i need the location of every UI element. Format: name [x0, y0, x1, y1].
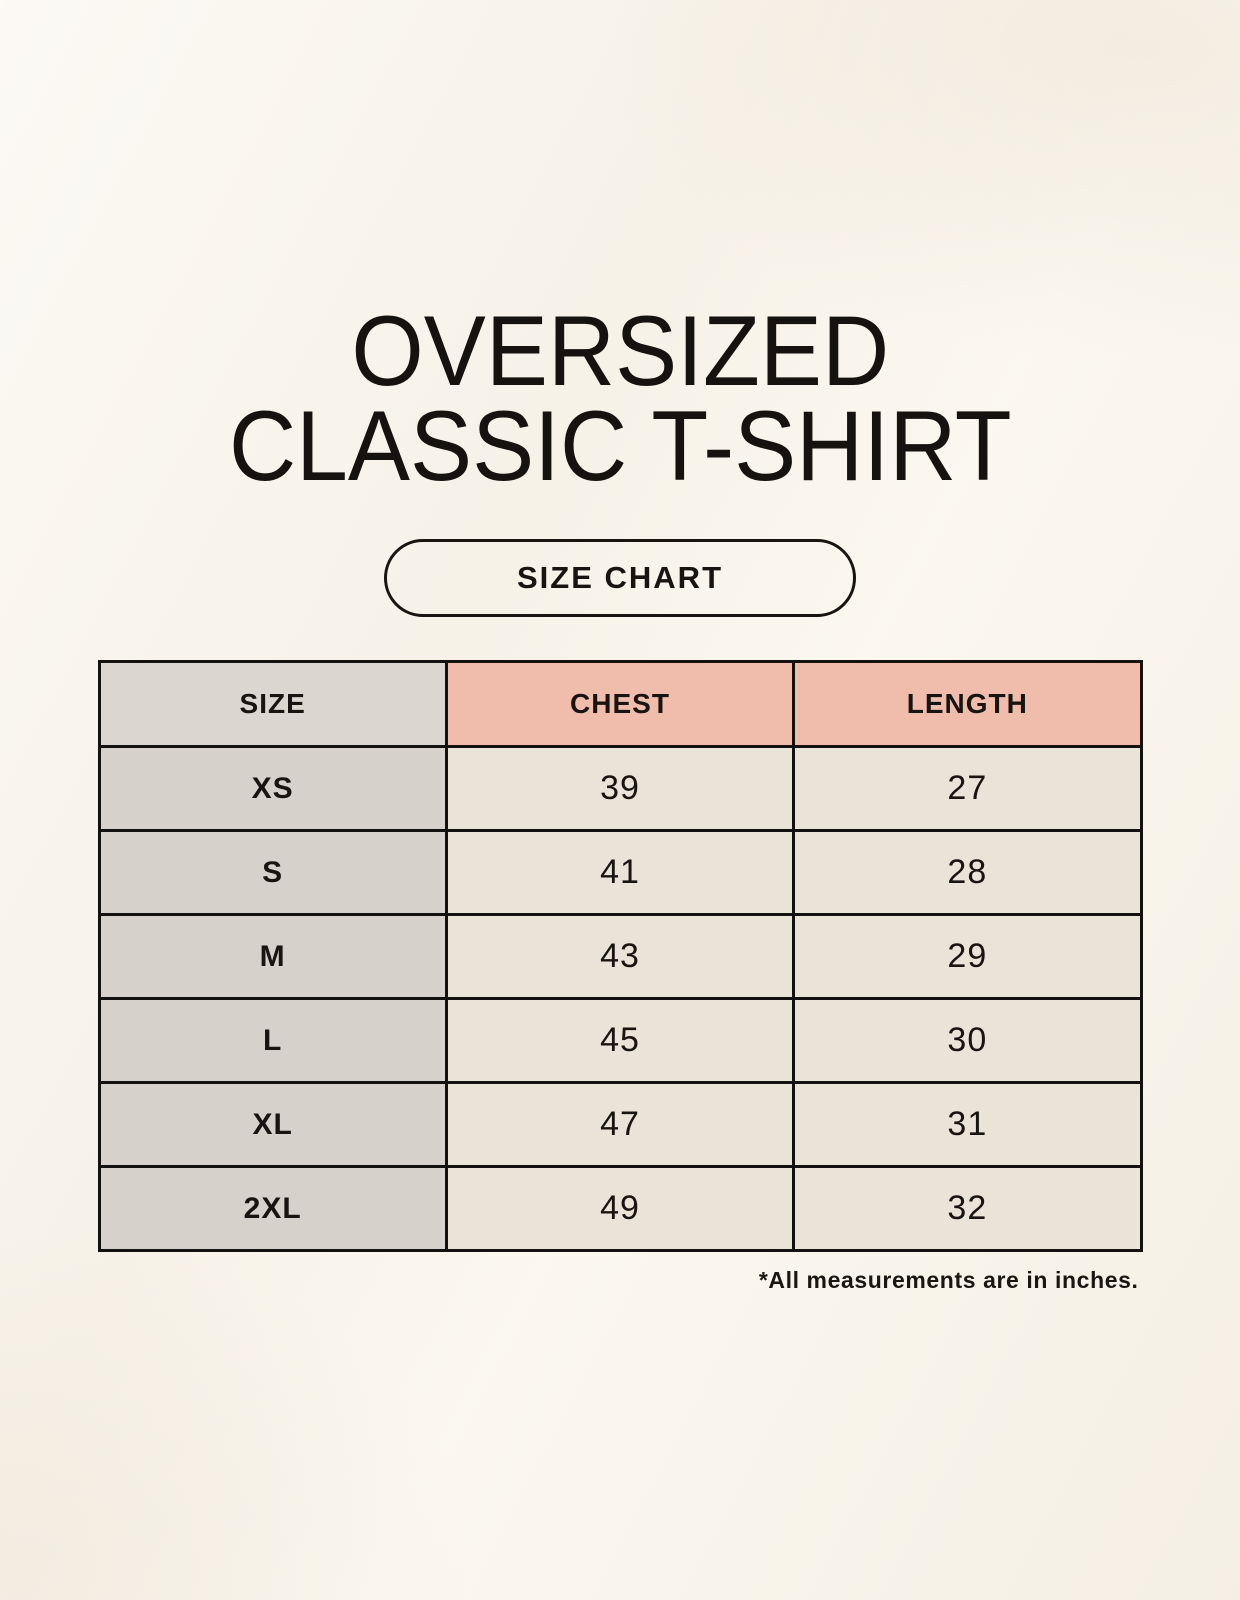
product-title-line2: CLASSIC T-SHIRT: [228, 390, 1012, 502]
column-header-length: LENGTH: [792, 660, 1143, 749]
column-header-size: SIZE: [97, 660, 448, 749]
size-cell: L: [97, 997, 448, 1085]
length-cell: 32: [792, 1165, 1143, 1253]
chest-cell: 43: [444, 913, 796, 1001]
size-cell: S: [97, 829, 448, 917]
size-cell: 2XL: [97, 1165, 448, 1253]
length-cell: 31: [792, 1081, 1143, 1169]
size-cell: XL: [97, 1081, 448, 1169]
table-row: XS 39 27: [97, 745, 1143, 833]
chest-cell: 41: [444, 829, 796, 917]
table-row: XL 47 31: [97, 1081, 1143, 1169]
length-cell: 29: [792, 913, 1143, 1001]
size-chart-badge-label: SIZE CHART: [517, 560, 723, 596]
table-row: 2XL 49 32: [97, 1165, 1143, 1253]
table-row: S 41 28: [97, 829, 1143, 917]
product-title-line1: OVERSIZED: [351, 295, 889, 406]
chest-cell: 45: [444, 997, 796, 1085]
size-cell: M: [97, 913, 448, 1001]
product-title: OVERSIZED CLASSIC T-SHIRT: [228, 295, 1012, 502]
chest-cell: 49: [444, 1165, 796, 1253]
table-row: L 45 30: [97, 997, 1143, 1085]
size-chart-badge[interactable]: SIZE CHART: [384, 539, 856, 618]
table-header-row: SIZE CHEST LENGTH: [97, 660, 1143, 749]
chest-cell: 39: [444, 745, 796, 833]
length-cell: 27: [792, 745, 1143, 833]
table-row: M 43 29: [97, 913, 1143, 1001]
length-cell: 28: [792, 829, 1143, 917]
length-cell: 30: [792, 997, 1143, 1085]
size-cell: XS: [97, 745, 448, 833]
size-chart-table: SIZE CHEST LENGTH XS 39 27 S 41 28 M 43 …: [97, 660, 1143, 1253]
column-header-chest: CHEST: [444, 660, 796, 749]
measurements-note: *All measurements are in inches.: [758, 1267, 1139, 1294]
chest-cell: 47: [444, 1081, 796, 1169]
